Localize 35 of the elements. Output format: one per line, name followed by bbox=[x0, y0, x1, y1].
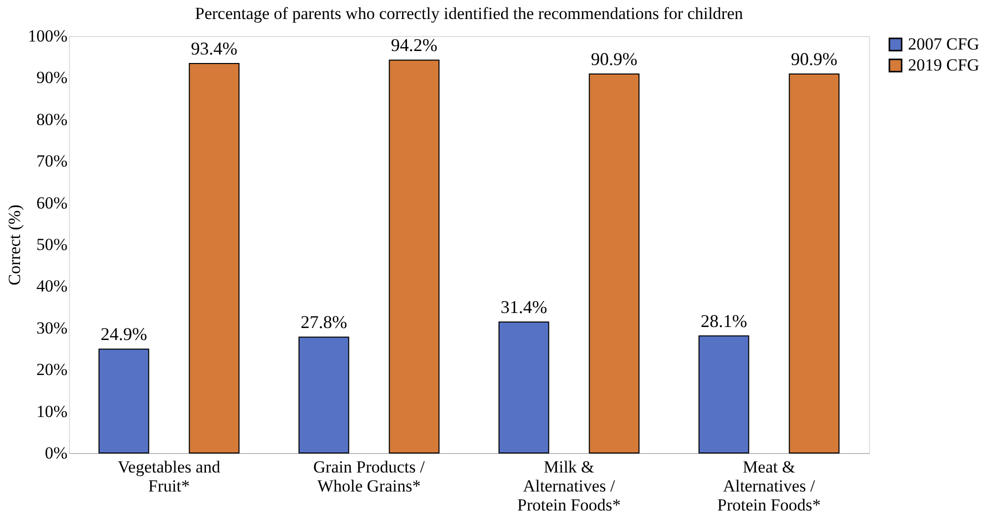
bar bbox=[498, 322, 550, 454]
y-tick-label: 90% bbox=[36, 68, 68, 88]
x-tick-label: Vegetables and Fruit* bbox=[118, 458, 221, 496]
x-tick-label: Grain Products / Whole Grains* bbox=[313, 458, 425, 496]
data-label: 90.9% bbox=[590, 48, 638, 69]
chart-title: Percentage of parents who correctly identified the recommendations for children bbox=[194, 4, 744, 23]
y-axis-title: Correct (%) bbox=[4, 204, 24, 286]
y-tick-label: 70% bbox=[36, 152, 68, 171]
data-label: 90.9% bbox=[790, 48, 838, 69]
x-tick-label: Meat & Alternatives / Protein Foods* bbox=[717, 458, 821, 514]
y-tick-label: 40% bbox=[36, 276, 68, 296]
data-label: 28.1% bbox=[700, 310, 748, 331]
data-label: 24.9% bbox=[100, 324, 148, 344]
data-label: 94.2% bbox=[390, 35, 438, 56]
data-label: 27.8% bbox=[300, 312, 348, 332]
data-label: 31.4% bbox=[500, 297, 548, 318]
y-tick-label: 0% bbox=[44, 444, 68, 462]
y-tick-label: 20% bbox=[36, 360, 68, 380]
y-tick-label: 30% bbox=[36, 318, 68, 338]
bar bbox=[298, 336, 350, 454]
x-tick-label: Milk & Alternatives / Protein Foods* bbox=[517, 458, 621, 514]
y-tick-label: 100% bbox=[28, 26, 68, 46]
bar bbox=[388, 60, 440, 454]
y-tick-label: 80% bbox=[36, 110, 68, 129]
y-tick-label: 50% bbox=[36, 235, 68, 254]
bar bbox=[698, 335, 750, 454]
y-tick-label: 60% bbox=[36, 193, 68, 212]
bar bbox=[788, 73, 840, 454]
bar bbox=[98, 348, 150, 454]
bar bbox=[188, 63, 240, 454]
y-tick-label: 10% bbox=[36, 402, 68, 421]
data-label: 93.4% bbox=[190, 38, 238, 59]
legend-label: 2007 CFG bbox=[908, 34, 980, 54]
legend-label: 2019 CFG bbox=[908, 56, 980, 74]
bar bbox=[588, 73, 640, 454]
